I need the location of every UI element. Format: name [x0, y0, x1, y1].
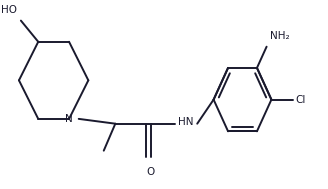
Text: HN: HN — [178, 117, 194, 127]
Text: Cl: Cl — [296, 95, 306, 105]
Text: N: N — [65, 114, 73, 124]
Text: NH₂: NH₂ — [271, 31, 290, 41]
Text: HO: HO — [1, 5, 17, 15]
Text: O: O — [147, 167, 155, 177]
